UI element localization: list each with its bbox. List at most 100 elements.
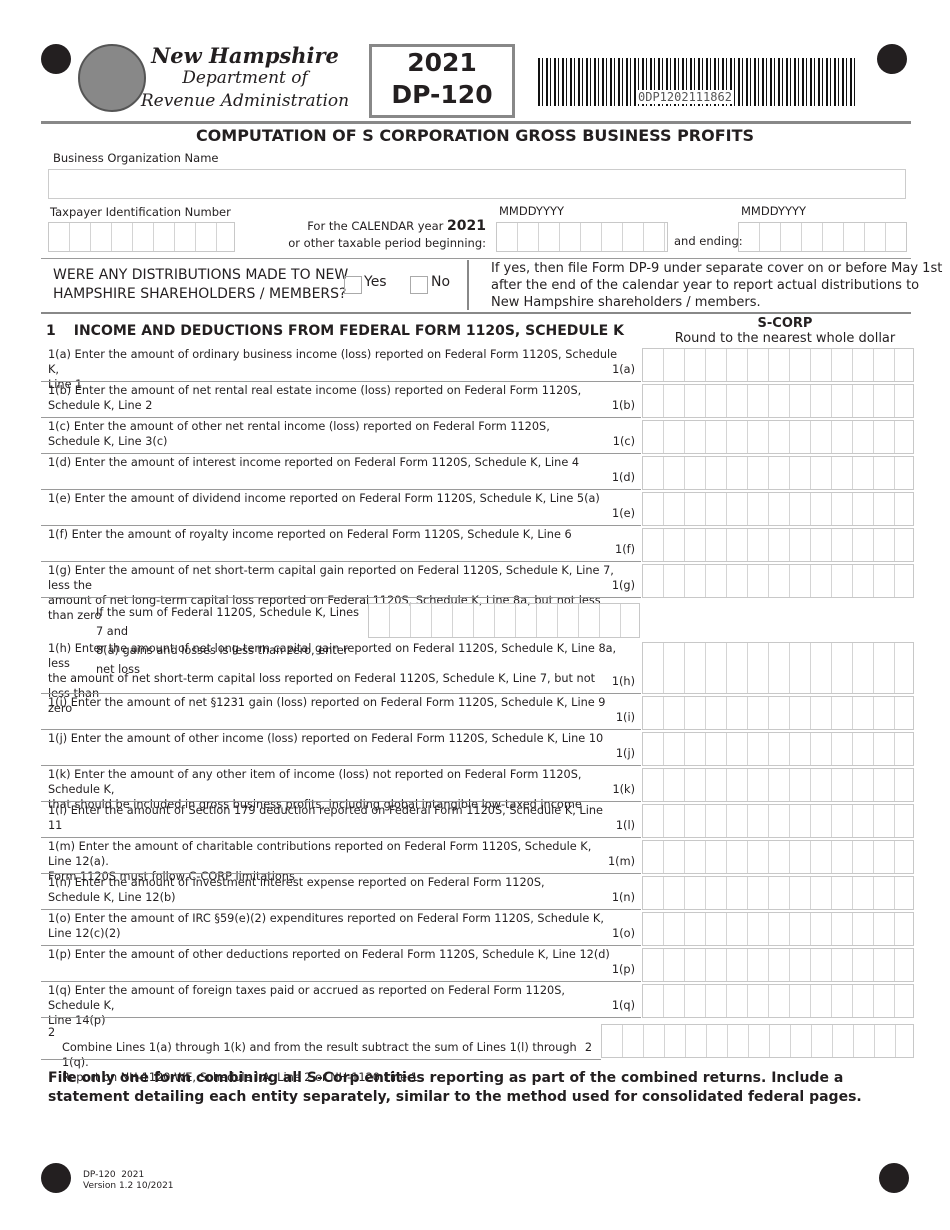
form-year: 2021: [407, 48, 477, 77]
line-item: 1(p) Enter the amount of other deduction…: [48, 947, 618, 962]
rule: [41, 909, 641, 910]
amount-field[interactable]: [642, 348, 914, 382]
form-box: 2021 DP-120: [369, 44, 515, 118]
rule: [41, 1059, 601, 1060]
seal: [78, 44, 146, 112]
rule: [41, 873, 641, 874]
rule: [467, 260, 469, 310]
line-item: 1(i) Enter the amount of net §1231 gain …: [48, 695, 618, 710]
column-sub: Round to the nearest whole dollar: [674, 331, 896, 346]
line-text: Combine Lines 1(a) through 1(k) and from…: [62, 1041, 577, 1084]
rule: [41, 981, 641, 982]
line-ref: 1(h): [611, 675, 635, 688]
line-ref: 1(f): [615, 543, 635, 556]
line-text: Enter the amount of dividend income repo…: [74, 492, 600, 505]
line-id: 1(h): [48, 642, 72, 655]
amount-field[interactable]: [642, 984, 914, 1018]
line-id: 1(p): [48, 948, 72, 961]
line-id: 1(q): [48, 984, 72, 997]
line-ref: 1(e): [612, 507, 635, 520]
line-ref: 1(j): [615, 747, 635, 760]
line-item: 1(n) Enter the amount of investment inte…: [48, 875, 618, 905]
checkbox[interactable]: [344, 276, 362, 294]
line-ref: 1(n): [611, 891, 635, 904]
amount-field[interactable]: [642, 528, 914, 562]
line-item: 1(a) Enter the amount of ordinary busine…: [48, 347, 618, 392]
rule: [41, 561, 641, 562]
rule: [41, 801, 641, 802]
amount-field[interactable]: [642, 642, 914, 694]
line-ref: 1(b): [611, 399, 635, 412]
line-text: Enter the amount of net long-term capita…: [48, 642, 617, 715]
line-item: 1(h) Enter the amount of net long-term c…: [48, 641, 618, 716]
footer-note: File only one form combining all S-Corp …: [48, 1070, 862, 1105]
line-item: 1(j) Enter the amount of other income (l…: [48, 731, 618, 746]
amount-field[interactable]: [368, 603, 640, 638]
line-id: 1(a): [48, 348, 71, 361]
agency: New Hampshire Department of Revenue Admi…: [140, 44, 350, 113]
input-field[interactable]: [48, 169, 906, 199]
amount-field[interactable]: [642, 492, 914, 526]
question: WERE ANY DISTRIBUTIONS MADE TO NEW HAMPS…: [53, 267, 349, 302]
input-field[interactable]: [496, 222, 668, 252]
line-text: Enter the amount of IRC §59(e)(2) expend…: [48, 912, 604, 940]
amount-field[interactable]: [642, 948, 914, 982]
amount-field[interactable]: [642, 696, 914, 730]
line-id: 1(b): [48, 384, 72, 397]
amount-field[interactable]: [642, 912, 914, 946]
line-ref: 1(i): [615, 711, 635, 724]
line-text: Enter the amount of interest income repo…: [74, 456, 580, 469]
column-head: S-CORP: [757, 316, 813, 331]
section-number: 1: [46, 323, 56, 339]
line-id: 1(e): [48, 492, 71, 505]
line-text: Enter the amount of ordinary business in…: [48, 348, 618, 391]
line-ref: 1(l): [615, 819, 635, 832]
rule: [41, 765, 641, 766]
amount-field[interactable]: [642, 732, 914, 766]
line-id: 1(m): [48, 840, 76, 853]
registration-mark: [879, 1163, 909, 1193]
option: Yes: [364, 274, 387, 290]
line-id: 1(n): [48, 876, 72, 889]
form-title: COMPUTATION OF S CORPORATION GROSS BUSIN…: [195, 126, 755, 145]
agency-line: New Hampshire: [151, 43, 339, 68]
amount-field[interactable]: [642, 420, 914, 454]
line-ref: 1(a): [612, 363, 635, 376]
checkbox[interactable]: [410, 276, 428, 294]
rule: [41, 453, 641, 454]
label: and ending:: [674, 234, 743, 248]
line-ref: 1(k): [612, 783, 635, 796]
agency-line: Department of: [182, 68, 308, 88]
rule: [41, 121, 911, 124]
amount-field[interactable]: [642, 564, 914, 598]
line-id: 2: [48, 1026, 56, 1039]
amount-field[interactable]: [642, 456, 914, 490]
input-field[interactable]: [738, 222, 907, 252]
registration-mark: [41, 1163, 71, 1193]
column-header: S-CORP Round to the nearest whole dollar: [672, 316, 898, 346]
line-item: 1(b) Enter the amount of net rental real…: [48, 383, 618, 413]
line-text: Enter the amount of net §1231 gain (loss…: [70, 696, 606, 709]
amount-field[interactable]: [642, 876, 914, 910]
line-id: 1(c): [48, 420, 71, 433]
rule: [41, 945, 641, 946]
label: MMDDYYYY: [499, 204, 565, 218]
amount-field[interactable]: [642, 804, 914, 838]
input-field[interactable]: [48, 222, 235, 252]
amount-field[interactable]: [601, 1024, 914, 1058]
note: If yes, then file Form DP-9 under separa…: [491, 261, 943, 310]
rule: [41, 417, 641, 418]
sub-note: If the sum of Federal 1120S, Schedule K,…: [96, 606, 360, 676]
line-id: 1(d): [48, 456, 72, 469]
footer: DP-120 2021 Version 1.2 10/2021: [83, 1170, 174, 1192]
amount-field[interactable]: [642, 768, 914, 802]
amount-field[interactable]: [642, 384, 914, 418]
rule: [41, 381, 641, 382]
rule: [41, 597, 641, 598]
form-id: DP-120 2021: [83, 1170, 145, 1180]
label: MMDDYYYY: [741, 204, 807, 218]
line-text: Enter the amount of Section 179 deductio…: [48, 804, 603, 832]
line-item: 1(d) Enter the amount of interest income…: [48, 455, 618, 470]
amount-field[interactable]: [642, 840, 914, 874]
